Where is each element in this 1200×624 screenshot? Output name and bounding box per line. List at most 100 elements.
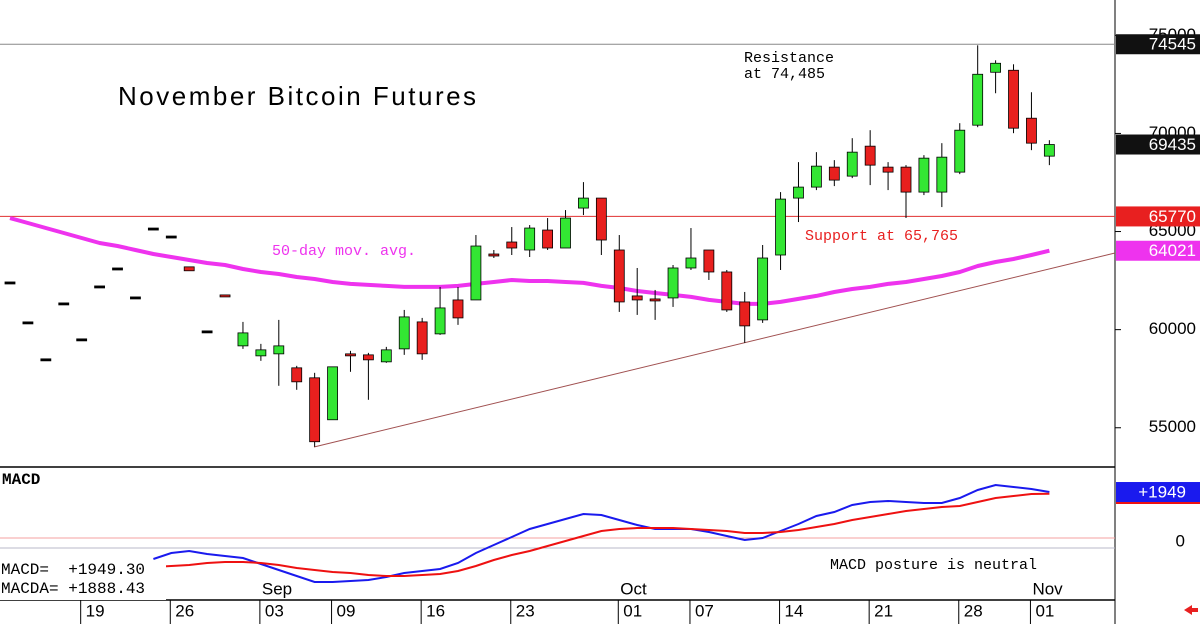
candle-body: [649, 298, 661, 302]
candle-body: [667, 267, 679, 299]
candle-body: [990, 62, 1001, 73]
candle-body: [613, 249, 625, 303]
candle-body: [165, 235, 177, 239]
candle-body: [1008, 69, 1019, 129]
candle-body: [811, 165, 822, 188]
trend-line: [313, 252, 1116, 448]
x-tick-label: 14: [785, 601, 804, 620]
candle-body: [524, 227, 536, 251]
level-label: 74545: [1149, 35, 1196, 54]
candle-body: [775, 198, 786, 256]
candle-body: [76, 338, 88, 342]
candle-body: [703, 249, 715, 273]
candle-body: [309, 377, 321, 443]
moving-average: [9, 216, 1050, 306]
candle-body: [506, 241, 518, 249]
x-tick-label: 21: [874, 601, 893, 620]
candle-body: [94, 285, 105, 289]
x-tick-label: 23: [516, 601, 535, 620]
candle-body: [900, 166, 912, 193]
x-tick-label: 01: [1035, 601, 1054, 620]
candle-body: [434, 307, 446, 335]
resistance-label: at 74,485: [744, 66, 825, 83]
candle-body: [291, 367, 303, 383]
macd-line: [153, 492, 1050, 577]
last-close-label: 69435: [1149, 135, 1196, 154]
macd-tick-label: 0: [1176, 531, 1185, 550]
candle-body: [362, 354, 374, 361]
candle-body: [452, 299, 464, 319]
macd-readout: MACDA= +1888.43: [1, 580, 145, 598]
candle-body: [578, 197, 589, 209]
candle-body: [560, 217, 571, 249]
support-label: Support at 65,765: [805, 228, 958, 245]
last-ma-label: 64021: [1149, 241, 1196, 260]
level-box: [1116, 206, 1200, 227]
level-label: 65770: [1149, 207, 1196, 226]
candle-body: [380, 349, 392, 363]
ma-label: 50-day mov. avg.: [272, 243, 416, 260]
candle-body: [1043, 144, 1055, 157]
candle-body: [864, 145, 876, 166]
x-tick-label: 28: [964, 601, 983, 620]
candle-body: [40, 358, 52, 362]
y-tick-label: 55000: [1149, 417, 1196, 436]
candle-body: [685, 257, 697, 269]
candle-body: [739, 301, 751, 327]
month-label: Nov: [1032, 579, 1063, 598]
candle-body: [4, 281, 16, 285]
resistance-label: Resistance: [744, 50, 834, 67]
candle-body: [58, 302, 70, 306]
macd-readout: MACD= +1949.30: [1, 561, 145, 579]
candle-body: [721, 271, 733, 311]
x-tick-label: 01: [623, 601, 642, 620]
macd-title: MACD: [2, 471, 40, 489]
macd-line: [153, 483, 1050, 583]
candle-body: [327, 366, 338, 421]
candle-body: [793, 186, 804, 199]
candle-body: [147, 227, 159, 231]
candle-body: [201, 330, 213, 334]
last-ma-box: [1116, 240, 1200, 261]
x-tick-label: 19: [86, 601, 105, 620]
candle-body: [1026, 117, 1037, 144]
candle-body: [595, 197, 607, 241]
candle-body: [237, 332, 249, 347]
candle-body: [918, 157, 930, 193]
macd-last-box: [1116, 482, 1200, 503]
candle-body: [954, 129, 966, 173]
candle-body: [488, 253, 500, 257]
candle-body: [255, 349, 267, 357]
candle-body: [846, 151, 858, 177]
candle-body: [273, 345, 285, 355]
candle-body: [828, 166, 840, 181]
scroll-arrow[interactable]: [1184, 605, 1198, 615]
x-tick-label: 09: [337, 601, 356, 620]
candle-body: [542, 229, 553, 249]
candle-body: [112, 267, 123, 271]
candle-body: [22, 321, 34, 325]
x-tick-label: 26: [175, 601, 194, 620]
candle-body: [972, 73, 984, 126]
candle-body: [416, 321, 428, 355]
candle-body: [882, 166, 894, 173]
level-box: [1116, 34, 1200, 55]
candle-body: [757, 257, 769, 321]
candle-body: [130, 296, 141, 300]
macd-note: MACD posture is neutral: [830, 557, 1037, 574]
chart-title: November Bitcoin Futures: [118, 81, 479, 111]
x-tick-label: 16: [426, 601, 445, 620]
month-label: Sep: [262, 579, 292, 598]
month-label: Oct: [620, 579, 647, 598]
x-tick-label: 07: [695, 601, 714, 620]
macd-last-label: +1949: [1138, 483, 1186, 502]
candle-body: [398, 316, 410, 350]
candle-body: [219, 294, 231, 298]
candle-body: [183, 266, 195, 272]
x-tick-label: 03: [265, 601, 284, 620]
candle-body: [470, 245, 482, 301]
candle-body: [345, 353, 356, 357]
y-tick-label: 60000: [1149, 319, 1196, 338]
